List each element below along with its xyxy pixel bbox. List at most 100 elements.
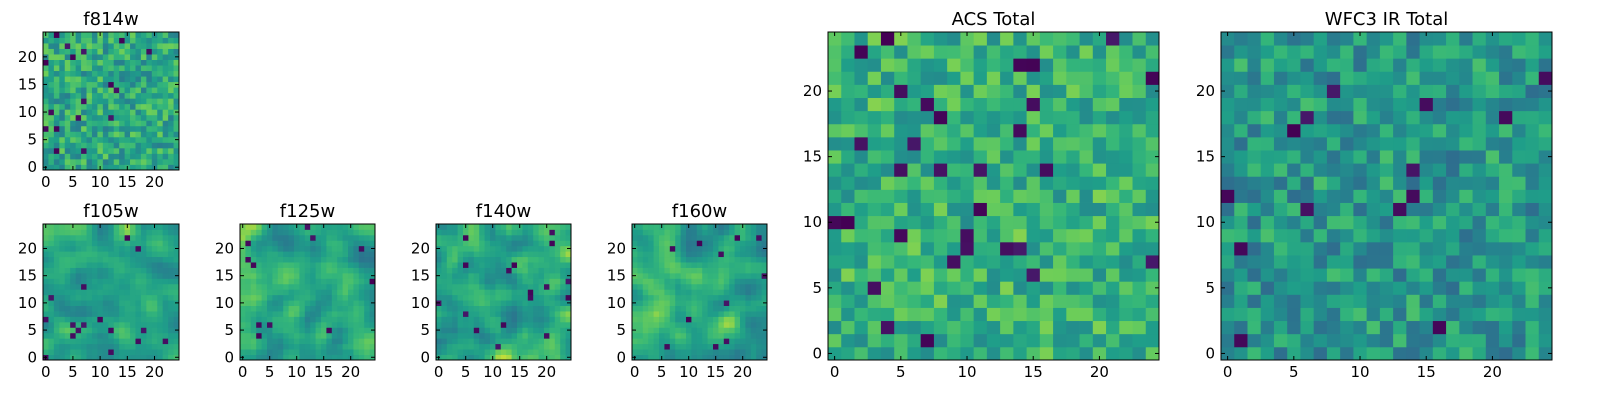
heatmap-cell bbox=[272, 311, 279, 317]
heatmap-cell bbox=[664, 354, 671, 361]
heatmap-cell bbox=[473, 245, 480, 252]
heatmap-cell bbox=[369, 251, 376, 258]
heatmap-cell bbox=[1145, 97, 1160, 112]
heatmap-cell bbox=[691, 354, 698, 361]
heatmap-cell bbox=[723, 311, 730, 317]
heatmap-cell bbox=[565, 294, 572, 301]
heatmap-cell bbox=[81, 76, 87, 83]
heatmap-cell bbox=[1300, 346, 1315, 361]
heatmap-cell bbox=[162, 153, 169, 160]
heatmap-cell bbox=[81, 65, 87, 72]
heatmap-cell bbox=[729, 229, 735, 236]
heatmap-cell bbox=[1446, 150, 1460, 164]
heatmap-cell bbox=[933, 189, 948, 203]
heatmap-cell bbox=[59, 316, 66, 323]
heatmap-cell bbox=[1353, 45, 1368, 59]
heatmap-cell bbox=[75, 92, 82, 99]
heatmap-cell bbox=[696, 321, 703, 328]
heatmap-cell bbox=[1079, 32, 1094, 46]
heatmap-cell bbox=[140, 87, 147, 94]
heatmap-cell bbox=[168, 332, 174, 339]
heatmap-cell bbox=[369, 256, 376, 263]
heatmap-cell bbox=[490, 316, 496, 323]
heatmap-cell bbox=[565, 256, 572, 263]
heatmap-cell bbox=[358, 343, 365, 350]
heatmap-cell bbox=[533, 338, 539, 345]
heatmap-cell bbox=[310, 256, 316, 263]
heatmap-cell bbox=[135, 311, 142, 317]
heatmap-cell bbox=[353, 278, 360, 285]
heatmap-cell bbox=[713, 234, 719, 241]
heatmap-cell bbox=[973, 241, 988, 256]
heatmap-cell bbox=[59, 256, 66, 263]
heatmap-cell bbox=[511, 332, 518, 339]
heatmap-cell bbox=[1092, 268, 1107, 282]
heatmap-cell bbox=[696, 283, 703, 290]
heatmap-cell bbox=[463, 229, 469, 236]
heatmap-cell bbox=[734, 321, 741, 328]
heatmap-cell bbox=[686, 229, 692, 236]
heatmap-cell bbox=[59, 321, 66, 328]
heatmap-cell bbox=[675, 305, 681, 312]
heatmap-cell bbox=[1485, 241, 1500, 256]
heatmap-cell bbox=[1039, 110, 1054, 125]
heatmap-cell bbox=[1313, 163, 1328, 177]
heatmap-cell bbox=[81, 125, 87, 132]
heatmap-cell bbox=[1432, 346, 1447, 361]
heatmap-cell bbox=[1366, 71, 1381, 85]
heatmap-cell bbox=[702, 234, 708, 241]
heatmap-cell bbox=[337, 311, 343, 317]
heatmap-cell bbox=[326, 245, 333, 252]
heatmap-cell bbox=[70, 120, 77, 127]
heatmap-cell bbox=[157, 147, 164, 154]
heatmap-cell bbox=[130, 251, 136, 258]
heatmap-cell bbox=[283, 338, 289, 345]
heatmap-cell bbox=[702, 262, 708, 268]
heatmap-cell bbox=[48, 240, 55, 247]
heatmap-cell bbox=[1026, 58, 1041, 72]
heatmap-cell bbox=[1013, 150, 1027, 164]
heatmap-cell bbox=[304, 267, 311, 274]
heatmap-cell bbox=[729, 278, 735, 285]
heatmap-cell bbox=[43, 76, 49, 83]
heatmap-cell bbox=[702, 316, 708, 323]
heatmap-cell bbox=[256, 278, 262, 285]
heatmap-cell bbox=[729, 272, 735, 279]
heatmap-cell bbox=[565, 289, 572, 296]
heatmap-cell bbox=[484, 272, 491, 279]
heatmap-cell bbox=[446, 256, 453, 263]
heatmap-cell bbox=[1446, 228, 1460, 243]
heatmap-cell bbox=[533, 300, 539, 306]
heatmap-cell bbox=[1512, 215, 1526, 230]
heatmap-cell bbox=[283, 283, 289, 290]
heatmap-cell bbox=[457, 294, 464, 301]
heatmap-cell bbox=[723, 332, 730, 339]
heatmap-cell bbox=[1379, 189, 1394, 203]
heatmap-cell bbox=[315, 234, 322, 241]
heatmap-cell bbox=[973, 215, 988, 230]
heatmap-cell bbox=[1393, 176, 1407, 190]
heatmap-cell bbox=[1485, 228, 1500, 243]
heatmap-cell bbox=[986, 333, 1001, 348]
heatmap-cell bbox=[1432, 176, 1447, 190]
heatmap-cell bbox=[151, 332, 158, 339]
heatmap-cell bbox=[70, 251, 77, 258]
heatmap-cell bbox=[364, 283, 370, 290]
heatmap-cell bbox=[1419, 163, 1434, 177]
heatmap-cell bbox=[130, 311, 136, 317]
heatmap-cell bbox=[1419, 346, 1434, 361]
heatmap-cell bbox=[1287, 241, 1301, 256]
heatmap-cell bbox=[713, 289, 719, 296]
heatmap-cell bbox=[369, 332, 376, 339]
heatmap-cell bbox=[1066, 320, 1080, 335]
heatmap-cell bbox=[1406, 228, 1420, 243]
heatmap-cell bbox=[867, 71, 882, 85]
heatmap-cell bbox=[75, 289, 82, 296]
heatmap-cell bbox=[1366, 136, 1381, 151]
heatmap-cell bbox=[707, 327, 714, 334]
heatmap-cell bbox=[43, 142, 49, 149]
x-tick-label: 0 bbox=[41, 363, 51, 381]
heatmap-cell bbox=[1026, 228, 1041, 243]
heatmap-cell bbox=[102, 267, 109, 274]
heatmap-cell bbox=[880, 189, 895, 203]
